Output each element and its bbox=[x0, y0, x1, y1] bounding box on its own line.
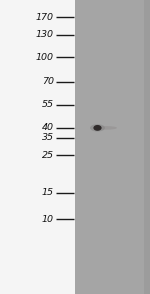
Text: 170: 170 bbox=[36, 13, 54, 21]
Ellipse shape bbox=[93, 125, 102, 131]
Text: 70: 70 bbox=[42, 77, 54, 86]
Text: 100: 100 bbox=[36, 53, 54, 62]
Bar bbox=[75, 0, 150, 294]
Ellipse shape bbox=[90, 124, 105, 132]
Text: 15: 15 bbox=[42, 188, 54, 197]
Bar bbox=[144, 0, 150, 294]
Text: 25: 25 bbox=[42, 151, 54, 160]
Text: 55: 55 bbox=[42, 101, 54, 109]
Ellipse shape bbox=[96, 126, 117, 130]
Text: 130: 130 bbox=[36, 30, 54, 39]
Text: 35: 35 bbox=[42, 133, 54, 142]
Text: 10: 10 bbox=[42, 215, 54, 223]
Text: 40: 40 bbox=[42, 123, 54, 132]
